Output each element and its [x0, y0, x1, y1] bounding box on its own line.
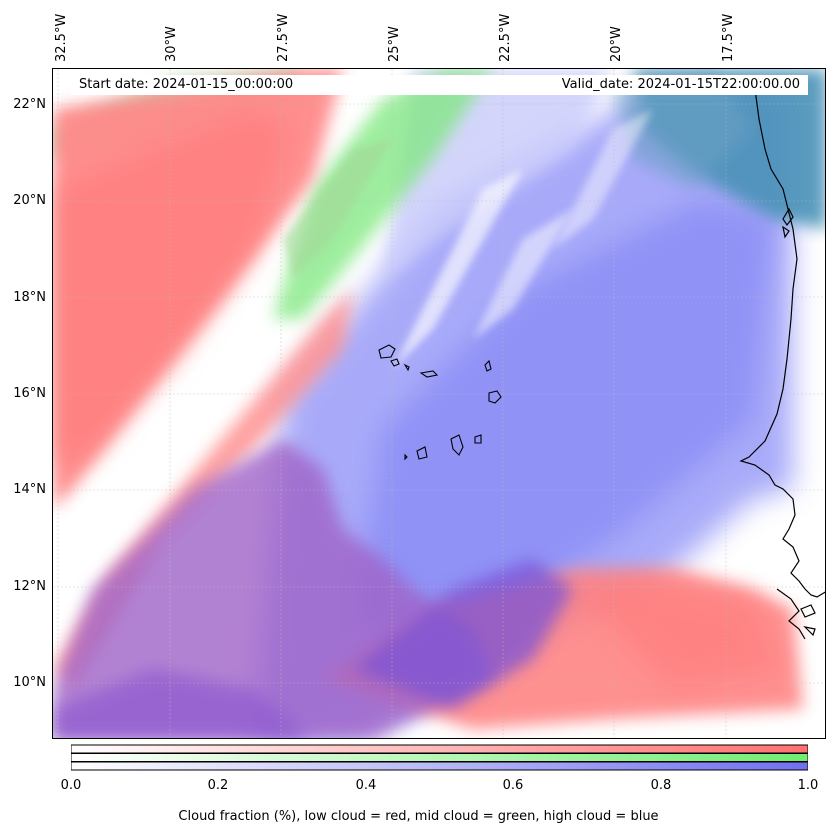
lat-tick-label: 18°N	[13, 290, 46, 305]
cloud-overlap-purple	[53, 439, 573, 738]
lon-tick-label: 32.5°W	[54, 13, 69, 62]
lon-tick-label: 20°W	[609, 26, 624, 62]
colorbar-high-cloud	[71, 761, 808, 771]
colorbar-tick-label: 0.6	[502, 778, 524, 793]
colorbar-tick-label: 0.2	[207, 778, 229, 793]
lat-tick-label: 20°N	[13, 193, 46, 208]
lat-tick-label: 22°N	[13, 97, 46, 112]
lon-tick-label: 25°W	[387, 26, 402, 62]
lat-tick-label: 16°N	[13, 386, 46, 401]
colorbar	[71, 744, 808, 771]
lat-tick-label: 14°N	[13, 482, 46, 497]
colorbar-mid-cloud	[71, 753, 808, 762]
cloud-layer-low	[53, 69, 803, 729]
start-date-text: Start date: 2024-01-15_00:00:00	[79, 77, 294, 92]
lon-tick-label: 17.5°W	[721, 13, 736, 62]
lon-tick-label: 27.5°W	[276, 13, 291, 62]
lat-tick-label: 12°N	[13, 579, 46, 594]
colorbar-tick-label: 0.4	[355, 778, 377, 793]
lat-tick-label: 10°N	[13, 675, 46, 690]
graticule	[53, 69, 825, 738]
valid-date-text: Valid_date: 2024-01-15T22:00:00.00	[561, 77, 800, 92]
map-canvas	[53, 69, 825, 738]
colorbar-label: Cloud fraction (%), low cloud = red, mid…	[178, 809, 659, 824]
colorbar-low-cloud	[71, 744, 808, 754]
colorbar-tick-label: 1.0	[797, 778, 819, 793]
coastline	[739, 88, 825, 640]
colorbar-tick-label: 0.0	[60, 778, 82, 793]
cape-verde-islands	[378, 344, 502, 461]
colorbar-tick-label: 0.8	[650, 778, 672, 793]
lon-tick-label: 30°W	[164, 26, 179, 62]
cloud-fraction-map	[52, 68, 826, 739]
lon-tick-label: 22.5°W	[498, 13, 513, 62]
date-info-box: Start date: 2024-01-15_00:00:00 Valid_da…	[71, 75, 808, 95]
